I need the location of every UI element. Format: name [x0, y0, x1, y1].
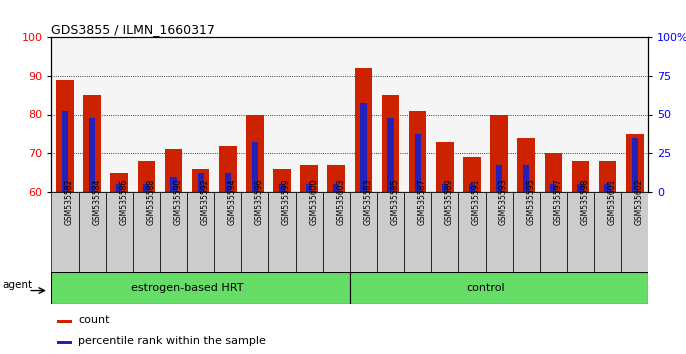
Bar	[550, 184, 556, 192]
Bar	[540, 192, 567, 272]
Bar	[51, 192, 79, 272]
Bar	[377, 192, 404, 272]
Bar	[604, 184, 611, 192]
Bar	[225, 173, 231, 192]
Text: agent: agent	[3, 280, 33, 290]
Text: GSM535598: GSM535598	[580, 178, 589, 225]
Bar	[300, 165, 318, 192]
Text: percentile rank within the sample: percentile rank within the sample	[78, 336, 266, 346]
Bar	[219, 145, 237, 192]
Text: GSM535587: GSM535587	[418, 178, 427, 225]
Bar	[350, 192, 377, 272]
Bar	[578, 184, 584, 192]
Bar	[523, 165, 530, 192]
Bar	[62, 110, 68, 192]
Text: GSM535585: GSM535585	[390, 178, 399, 225]
Text: GSM535590: GSM535590	[174, 178, 182, 225]
Bar	[409, 110, 427, 192]
Text: GSM535596: GSM535596	[255, 178, 264, 225]
Bar	[273, 169, 291, 192]
Bar	[442, 184, 448, 192]
Bar	[241, 192, 268, 272]
Bar	[214, 192, 241, 272]
Bar	[160, 192, 187, 272]
Bar	[496, 165, 502, 192]
Bar	[632, 138, 638, 192]
Text: GDS3855 / ILMN_1660317: GDS3855 / ILMN_1660317	[51, 23, 215, 36]
Text: GSM535592: GSM535592	[200, 178, 210, 225]
Bar	[138, 161, 155, 192]
Bar	[143, 184, 150, 192]
Text: count: count	[78, 315, 110, 325]
Text: GSM535589: GSM535589	[445, 178, 454, 225]
Bar	[268, 192, 296, 272]
Text: GSM535584: GSM535584	[92, 178, 101, 225]
Bar	[436, 142, 453, 192]
Bar	[388, 118, 394, 192]
Bar	[512, 192, 540, 272]
Bar	[116, 184, 122, 192]
Bar	[110, 173, 128, 192]
Bar	[279, 184, 285, 192]
Text: GSM535591: GSM535591	[472, 178, 481, 225]
Bar	[192, 169, 209, 192]
Text: control: control	[466, 283, 505, 293]
Bar	[327, 165, 345, 192]
Bar	[414, 134, 421, 192]
Text: GSM535599: GSM535599	[282, 178, 291, 225]
Text: GSM535583: GSM535583	[364, 178, 372, 225]
Bar	[79, 192, 106, 272]
Bar	[571, 161, 589, 192]
Bar	[626, 134, 643, 192]
Bar	[360, 103, 366, 192]
Bar	[170, 177, 176, 192]
Bar	[545, 153, 562, 192]
Bar	[133, 192, 160, 272]
Bar	[517, 138, 535, 192]
Text: GSM535582: GSM535582	[65, 178, 74, 225]
Bar	[165, 149, 182, 192]
Bar	[567, 192, 594, 272]
Bar	[322, 192, 350, 272]
Text: GSM535601: GSM535601	[608, 178, 617, 225]
Text: GSM535588: GSM535588	[146, 178, 156, 225]
Text: estrogen-based HRT: estrogen-based HRT	[131, 283, 244, 293]
Bar	[187, 192, 214, 272]
Text: GSM535603: GSM535603	[336, 178, 345, 225]
Bar	[246, 114, 263, 192]
Bar	[83, 95, 101, 192]
Bar	[58, 341, 72, 344]
Bar	[333, 184, 340, 192]
Text: GSM535595: GSM535595	[526, 178, 535, 225]
Bar	[404, 192, 431, 272]
Text: GSM535586: GSM535586	[119, 178, 128, 225]
Bar	[490, 114, 508, 192]
Bar	[599, 161, 617, 192]
Bar	[296, 192, 322, 272]
Text: GSM535594: GSM535594	[228, 178, 237, 225]
Bar	[486, 192, 512, 272]
Text: GSM535600: GSM535600	[309, 178, 318, 225]
Bar	[89, 118, 95, 192]
Text: GSM535602: GSM535602	[635, 178, 643, 225]
Bar	[621, 192, 648, 272]
Bar	[458, 192, 486, 272]
Bar	[106, 192, 133, 272]
Bar	[198, 173, 204, 192]
Text: GSM535593: GSM535593	[499, 178, 508, 225]
Bar	[594, 192, 621, 272]
Text: GSM535597: GSM535597	[554, 178, 563, 225]
Bar	[306, 184, 312, 192]
Bar	[51, 272, 350, 304]
Bar	[56, 80, 74, 192]
Bar	[381, 95, 399, 192]
Bar	[431, 192, 458, 272]
Bar	[252, 142, 258, 192]
Bar	[355, 68, 372, 192]
Bar	[469, 184, 475, 192]
Bar	[463, 157, 481, 192]
Bar	[58, 320, 72, 323]
Bar	[350, 272, 648, 304]
